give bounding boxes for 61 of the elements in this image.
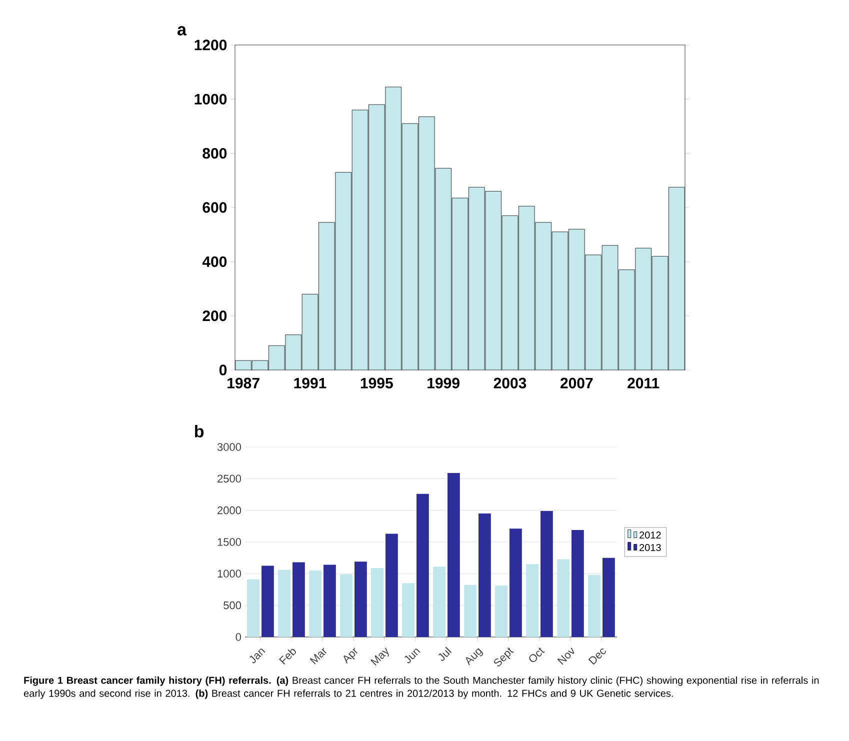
y-tick-label: 600 (202, 202, 227, 213)
chart-title: a (178, 26, 187, 36)
bar (510, 528, 522, 637)
bar (588, 574, 600, 637)
x-tick-label: Oct (529, 648, 545, 662)
bar (557, 559, 570, 637)
y-tick-label: 0 (236, 633, 242, 641)
bar (278, 570, 291, 637)
bar (386, 534, 398, 637)
bar (478, 513, 491, 637)
y-tick-label: 3000 (217, 443, 242, 451)
y-tick-label: 1000 (194, 94, 227, 104)
legend-label: 2013 (640, 544, 661, 552)
bar (402, 583, 415, 637)
y-tick-label: 800 (202, 148, 227, 159)
y-tick-label: 200 (202, 310, 227, 322)
x-tick-label: 2011 (628, 378, 660, 388)
bar (324, 564, 336, 637)
y-tick-label: 500 (224, 601, 242, 610)
bar (262, 566, 274, 637)
bar (572, 530, 584, 637)
chart-title: b (195, 424, 204, 438)
bar (416, 494, 429, 637)
bar (354, 562, 367, 637)
y-tick-label: 400 (202, 256, 227, 267)
x-tick-label: 1995 (360, 378, 393, 388)
x-tick-label: 1999 (428, 378, 460, 388)
x-tick-label: Dec (588, 648, 606, 665)
x-tick-label: Jul (438, 646, 452, 661)
bar (495, 586, 508, 637)
x-tick-label: Jun (404, 648, 420, 664)
x-tick-label: Nov (557, 648, 574, 665)
x-tick-label: 2003 (494, 378, 526, 388)
y-tick-label: 1000 (218, 570, 242, 578)
x-tick-label: Apr (344, 648, 358, 664)
x-tick-label: Aug (466, 648, 484, 666)
text: Figure 1 Breast cancer family history (FH) referrals. (a) Breast cancer FH referrals to the South Manchester family history clinic (FHC) showing exponential rise in referrals in early 1990s and second rise in 2013. (b) Breast cancer FH referrals to 21 centres in 2012/2013 by month. 12 FHCs and 9 UK Genetic services. (24, 676, 819, 699)
y-tick-label: 1500 (218, 538, 242, 546)
bar (464, 585, 476, 637)
bar (602, 558, 615, 637)
bar (448, 472, 460, 637)
y-tick-label: 0 (219, 364, 227, 376)
bar (309, 570, 322, 637)
bar (247, 579, 260, 637)
x-tick-label: Jan (250, 648, 266, 664)
bar (292, 562, 305, 637)
bar (433, 566, 446, 637)
x-tick-label: 2007 (560, 378, 593, 388)
y-tick-label: 1200 (194, 40, 227, 50)
x-tick-label: Mar (310, 648, 326, 664)
bar (371, 568, 384, 637)
bar (340, 574, 353, 637)
x-tick-label: May (370, 648, 389, 666)
y-tick-label: 2500 (218, 474, 242, 483)
x-tick-label: Feb (279, 648, 296, 665)
bar (526, 564, 538, 637)
bar (540, 510, 553, 637)
y-tick-label: 2000 (218, 506, 242, 514)
x-tick-label: 1987 (228, 378, 260, 388)
legend-label: 2012 (640, 532, 661, 539)
x-tick-label: 1991 (294, 378, 326, 388)
